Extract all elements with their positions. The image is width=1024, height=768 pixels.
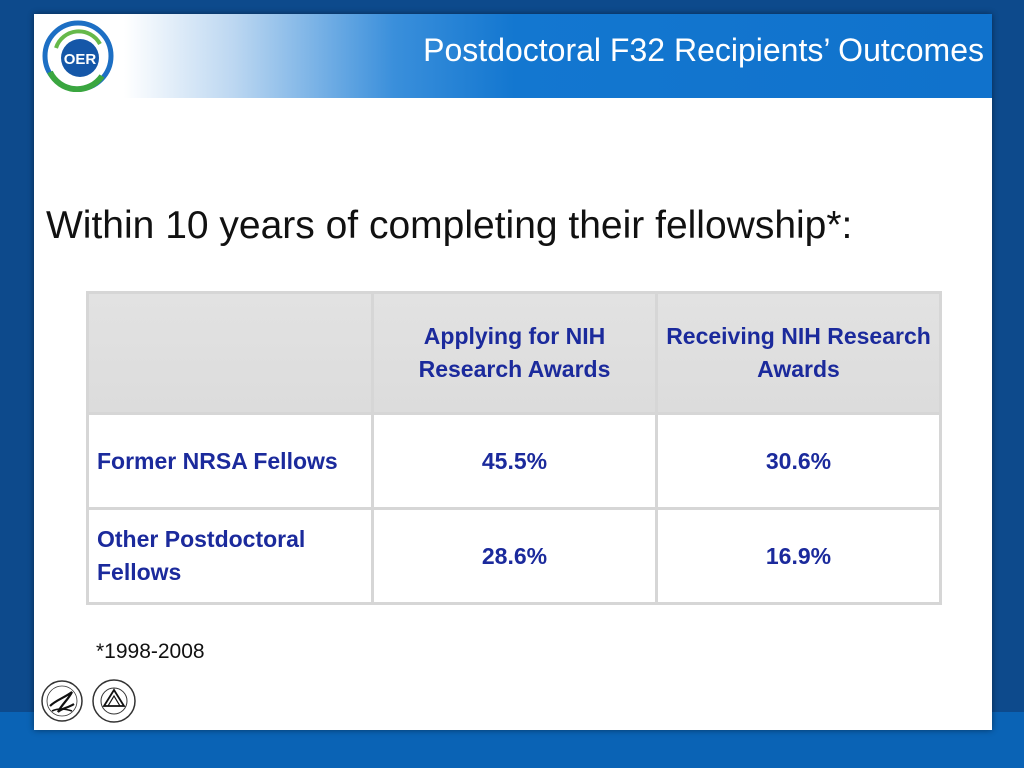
table-header-cell: [89, 294, 371, 412]
table-header-cell: Receiving NIH Research Awards: [658, 294, 939, 412]
table-cell: 30.6%: [658, 415, 939, 507]
slide: OER Postdoctoral F32 Recipients’ Outcome…: [34, 14, 992, 730]
table-row: Other Postdoctoral Fellows 28.6% 16.9%: [89, 510, 939, 602]
table-cell: 45.5%: [374, 415, 655, 507]
svg-text:OER: OER: [64, 51, 97, 68]
row-label: Former NRSA Fellows: [89, 415, 371, 507]
footnote: *1998-2008: [96, 640, 205, 663]
table-cell: 28.6%: [374, 510, 655, 602]
hhs-eagle-icon: [41, 680, 83, 722]
outcomes-table: Applying for NIH Research Awards Receivi…: [86, 291, 942, 605]
oer-logo-icon: OER: [42, 20, 114, 92]
slide-subtitle: Within 10 years of completing their fell…: [46, 204, 853, 247]
row-label: Other Postdoctoral Fellows: [89, 510, 371, 602]
table-header-cell: Applying for NIH Research Awards: [374, 294, 655, 412]
nih-seal-icon: [92, 679, 136, 723]
table-header-row: Applying for NIH Research Awards Receivi…: [89, 294, 939, 412]
table-cell: 16.9%: [658, 510, 939, 602]
table-row: Former NRSA Fellows 45.5% 30.6%: [89, 415, 939, 507]
slide-title: Postdoctoral F32 Recipients’ Outcomes: [423, 32, 984, 68]
slide-header: OER Postdoctoral F32 Recipients’ Outcome…: [34, 14, 992, 98]
